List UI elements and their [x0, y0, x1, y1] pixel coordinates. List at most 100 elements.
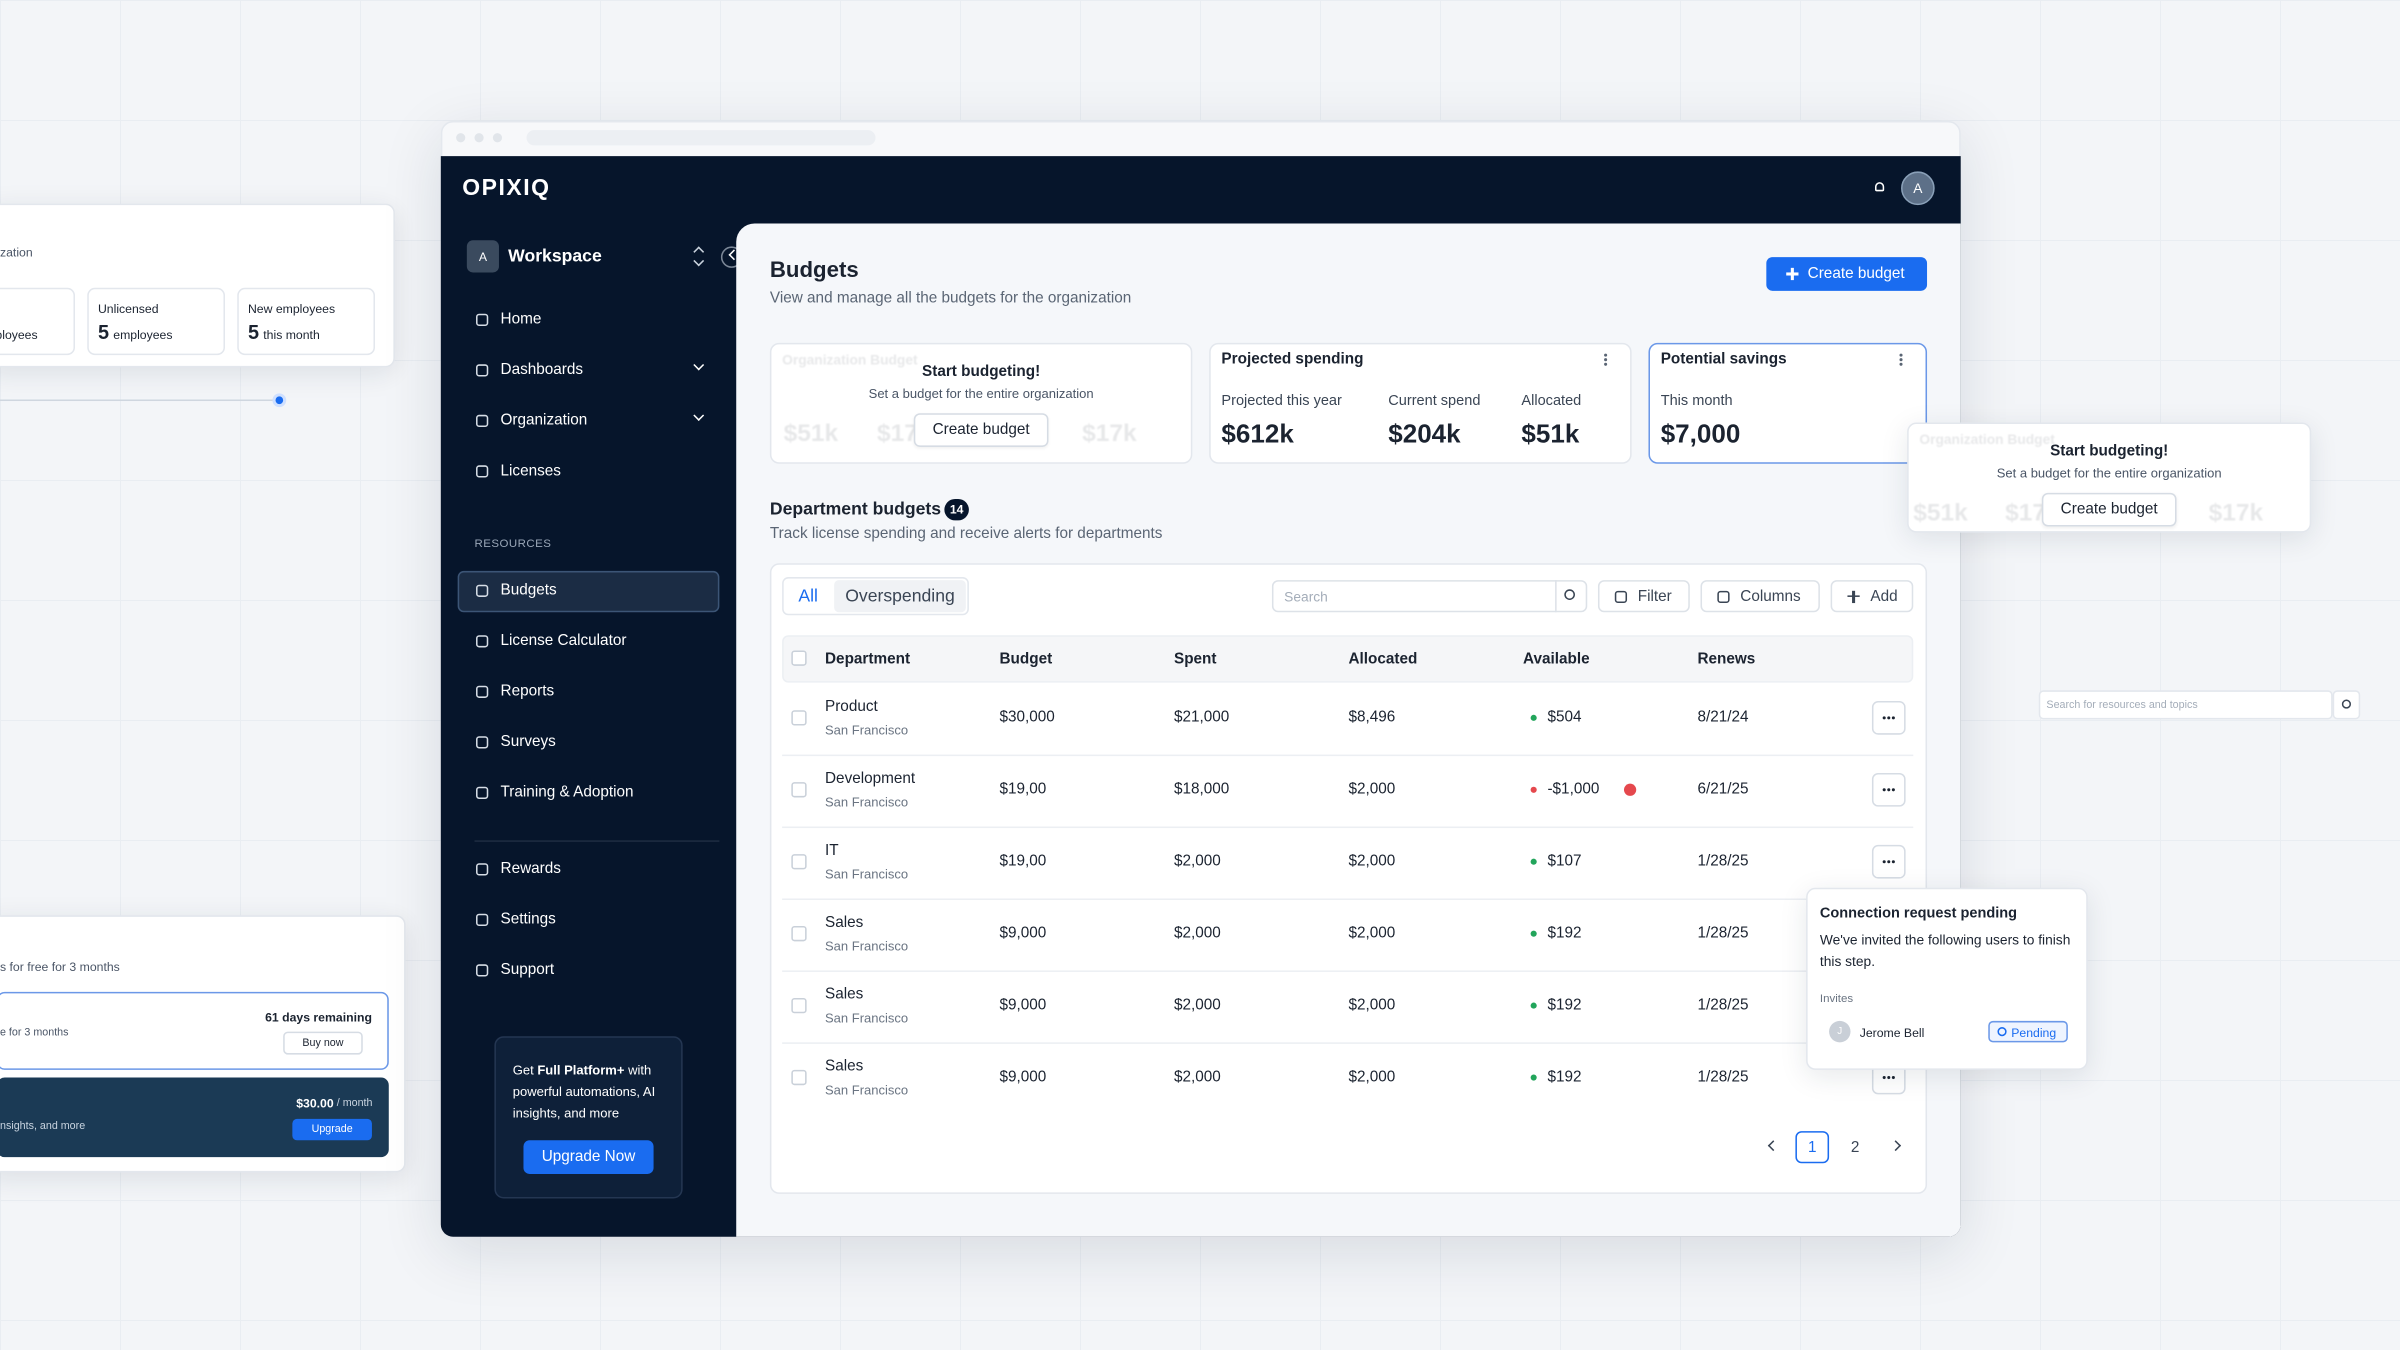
status-dot: [1530, 786, 1537, 793]
nav-item[interactable]: Reports: [500, 683, 555, 701]
checkbox[interactable]: [791, 1069, 807, 1086]
nav-item[interactable]: Licenses: [500, 463, 561, 480]
search-icon: [1564, 589, 1575, 600]
start-button-label[interactable]: Create budget: [932, 421, 1030, 439]
start-button[interactable]: [913, 413, 1049, 447]
toolbar-label[interactable]: Add: [1870, 587, 1898, 605]
status-dot: [1530, 858, 1537, 865]
buy-label[interactable]: Buy now: [302, 1037, 344, 1049]
tab-label[interactable]: Overspending: [845, 586, 955, 606]
popup-title: Connection request pending: [1819, 905, 2018, 923]
column-header: Spent: [1173, 650, 1217, 668]
nav-item[interactable]: Surveys: [500, 733, 556, 751]
section-title: Department budgets: [769, 500, 942, 519]
float-search-placeholder: Search for resources and topics: [2046, 699, 2198, 711]
toolbar-button[interactable]: [1700, 580, 1820, 613]
icon: [476, 465, 489, 478]
nav-item[interactable]: Support: [500, 961, 555, 979]
nav-item[interactable]: Budgets: [500, 582, 557, 600]
page-number[interactable]: 1: [1807, 1138, 1817, 1156]
column-header: Department: [824, 650, 911, 668]
metric-value: $204k: [1388, 419, 1461, 449]
card-title: Projected spending: [1221, 351, 1364, 369]
icon: [476, 364, 489, 377]
toolbar-label[interactable]: Filter: [1637, 587, 1672, 605]
toolbar-button[interactable]: [1597, 580, 1690, 613]
metric-label: This month: [1660, 392, 1733, 410]
page-number[interactable]: 2: [1850, 1138, 1860, 1156]
nav-item[interactable]: Organization: [500, 412, 588, 430]
tab[interactable]: [834, 580, 966, 613]
cell: $192: [1547, 925, 1582, 943]
upgrade-button[interactable]: [292, 1118, 372, 1141]
upgrade-label[interactable]: Upgrade: [311, 1124, 353, 1135]
promo-text-part: with powerful automations, AI insights, …: [512, 1062, 656, 1121]
nav-item[interactable]: Settings: [500, 911, 556, 929]
float-search[interactable]: [2038, 690, 2333, 720]
dot: [1899, 358, 1903, 362]
icon: [1717, 590, 1730, 603]
icon: [476, 736, 489, 749]
dot: [1891, 860, 1895, 864]
upgrade-now-label[interactable]: Upgrade Now: [541, 1148, 636, 1166]
cell: $9,000: [999, 1069, 1047, 1086]
bell-icon: [1874, 182, 1885, 192]
nav-item[interactable]: License Calculator: [500, 632, 627, 650]
cell: $9,000: [999, 925, 1047, 943]
row-divider: [782, 825, 1914, 828]
plan-text: e for 3 months: [0, 1027, 69, 1039]
checkbox[interactable]: [791, 650, 807, 666]
cell: 1/28/25: [1697, 997, 1749, 1015]
dot: [1604, 362, 1608, 366]
nav-item[interactable]: Home: [500, 311, 542, 329]
toolbar-button[interactable]: [1830, 580, 1914, 613]
price: $30.00: [296, 1096, 334, 1111]
checkbox[interactable]: [791, 782, 807, 798]
price-unit: / month: [336, 1098, 373, 1109]
row-divider: [782, 1041, 1914, 1044]
department-location: San Francisco: [824, 794, 909, 810]
url-bar: [526, 130, 876, 146]
checkbox[interactable]: [791, 926, 807, 942]
checkbox[interactable]: [791, 997, 807, 1014]
search-icon: [2341, 699, 2352, 709]
cell: $2,000: [1348, 997, 1396, 1015]
toolbar-label[interactable]: Columns: [1740, 587, 1801, 605]
upgrade-now-button[interactable]: [523, 1140, 654, 1174]
icon: [476, 913, 489, 927]
nav-item[interactable]: Dashboards: [500, 361, 584, 379]
icon: [476, 313, 489, 327]
nav-item[interactable]: Training & Adoption: [500, 784, 634, 802]
cell: $2,000: [1348, 925, 1396, 943]
avatar[interactable]: [1901, 171, 1935, 206]
icon: [476, 786, 489, 799]
cell: $2,000: [1348, 1069, 1396, 1086]
start-title: Start budgeting!: [2050, 443, 2169, 460]
section-label: RESOURCES: [474, 536, 552, 551]
cell: $2,000: [1173, 1069, 1221, 1086]
start-button[interactable]: [2041, 492, 2177, 527]
metric-label: Current spend: [1388, 392, 1481, 410]
stat-count: 5: [97, 320, 110, 344]
checkbox[interactable]: [791, 710, 807, 726]
search-input[interactable]: [1271, 580, 1588, 613]
checkbox[interactable]: [791, 854, 807, 870]
department-name: Sales: [824, 914, 864, 932]
cell: 1/28/25: [1697, 1069, 1749, 1086]
workspace-name[interactable]: Workspace: [508, 247, 602, 267]
create-budget-label[interactable]: Create budget: [1807, 265, 1905, 283]
card-heading: s for free for 3 months: [0, 960, 120, 975]
cell: 1/28/25: [1697, 925, 1749, 943]
cell: $19,00: [999, 853, 1047, 871]
tab-active[interactable]: All: [798, 586, 818, 606]
start-button-label[interactable]: Create budget: [2060, 501, 2158, 519]
page-title: Budgets: [769, 258, 859, 284]
cell: $21,000: [1173, 709, 1230, 727]
window-dot: [456, 133, 466, 143]
cell: $192: [1547, 997, 1582, 1015]
dot: [1887, 716, 1891, 720]
user-initial: J: [1837, 1026, 1843, 1037]
status-dot: [1530, 1074, 1537, 1081]
nav-item[interactable]: Rewards: [500, 860, 561, 878]
buy-button[interactable]: [283, 1031, 363, 1055]
